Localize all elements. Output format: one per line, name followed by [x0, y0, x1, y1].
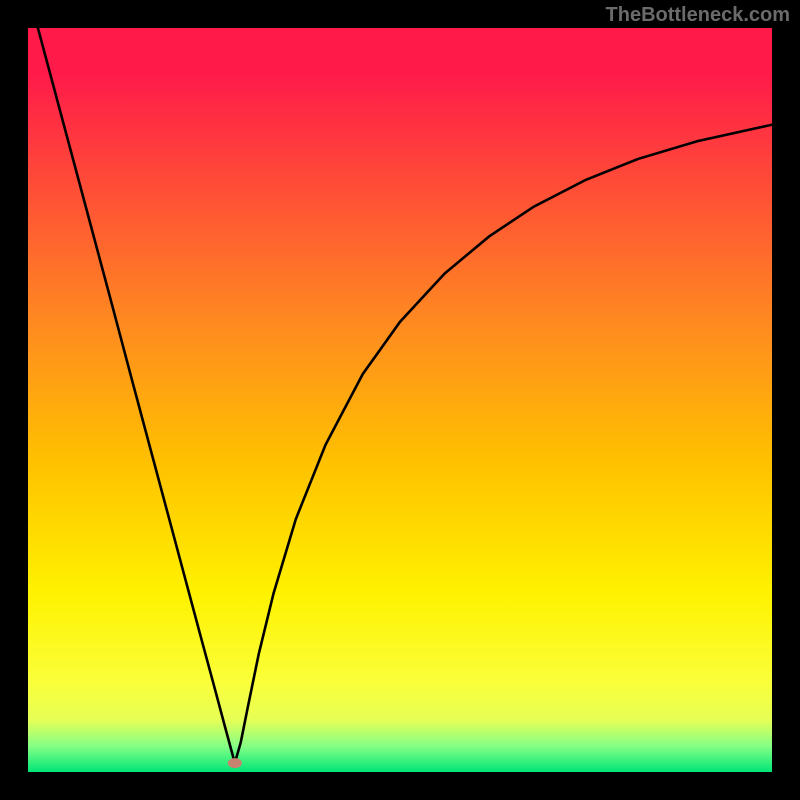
- curve-right-branch: [235, 125, 772, 763]
- curve-minimum-marker: [228, 758, 242, 768]
- chart-frame: TheBottleneck.com: [0, 0, 800, 800]
- plot-area: [28, 28, 772, 772]
- curve-layer: [28, 28, 772, 772]
- curve-left-branch: [28, 28, 235, 763]
- attribution-text: TheBottleneck.com: [606, 4, 790, 27]
